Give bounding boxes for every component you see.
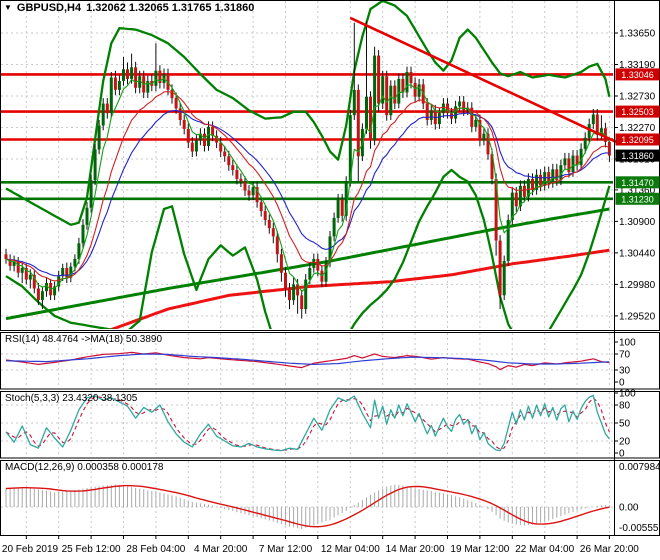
ohlc-readout: 1.32062 1.32065 1.31765 1.31860 [86, 1, 255, 14]
svg-text:30: 30 [619, 366, 631, 377]
grid [1, 1, 613, 534]
svg-text:-0.005555: -0.005555 [619, 523, 660, 534]
stoch-indicator-label: Stoch(5,3,3) 23.4320 38.1305 [5, 393, 138, 404]
svg-text:0: 0 [619, 378, 625, 389]
price-badges: 1.33046 1.32503 1.32095 1.31470 1.31230 1.318… [615, 68, 660, 205]
svg-text:1.29520: 1.29520 [619, 311, 656, 322]
time-axis[interactable]: 20 Feb 2019 25 Feb 12:00 28 Feb 04:00 4 Mar… [2, 535, 639, 556]
svg-text:1.29980: 1.29980 [619, 280, 656, 291]
svg-text:100: 100 [619, 389, 636, 400]
svg-text:70: 70 [619, 350, 631, 361]
svg-text:1.31860: 1.31860 [621, 151, 654, 161]
stoch-panel[interactable] [5, 394, 610, 452]
svg-text:1.33650: 1.33650 [619, 29, 656, 40]
svg-text:1.31360: 1.31360 [619, 185, 656, 196]
svg-text:0.007984: 0.007984 [619, 462, 660, 473]
svg-text:1.32503: 1.32503 [621, 107, 654, 117]
svg-text:0: 0 [619, 449, 625, 460]
svg-text:50: 50 [619, 419, 631, 430]
svg-text:1.30900: 1.30900 [619, 217, 656, 228]
svg-text:1.32270: 1.32270 [619, 123, 656, 134]
svg-text:25 Feb 12:00: 25 Feb 12:00 [62, 544, 121, 555]
svg-text:26 Mar 20:00: 26 Mar 20:00 [580, 544, 639, 555]
trendline [349, 16, 619, 144]
svg-text:4 Mar 20:00: 4 Mar 20:00 [194, 544, 248, 555]
svg-text:22 Mar 04:00: 22 Mar 04:00 [515, 544, 574, 555]
svg-text:80: 80 [619, 401, 631, 412]
svg-text:19 Mar 12:00: 19 Mar 12:00 [450, 544, 509, 555]
svg-text:100: 100 [619, 338, 636, 349]
symbol-dropdown-icon[interactable]: ▼ [4, 2, 12, 12]
svg-text:1.32095: 1.32095 [621, 135, 654, 145]
svg-text:1.33046: 1.33046 [621, 70, 654, 80]
symbol-period-label: GBPUSD,H4 [16, 1, 82, 14]
svg-text:20 Feb 2019: 20 Feb 2019 [2, 544, 59, 555]
svg-text:0.00: 0.00 [619, 503, 639, 514]
svg-text:28 Feb 04:00: 28 Feb 04:00 [126, 544, 185, 555]
main-chart-panel[interactable] [1, 1, 613, 370]
svg-text:1.31470: 1.31470 [621, 178, 654, 188]
svg-text:1.30440: 1.30440 [619, 248, 656, 259]
svg-text:1.33190: 1.33190 [619, 60, 656, 71]
svg-text:12 Mar 04:00: 12 Mar 04:00 [321, 544, 380, 555]
svg-text:1.32730: 1.32730 [619, 92, 656, 103]
svg-text:20: 20 [619, 437, 631, 448]
svg-text:14 Mar 20:00: 14 Mar 20:00 [386, 544, 445, 555]
svg-text:7 Mar 12:00: 7 Mar 12:00 [259, 544, 313, 555]
rsi-indicator-label: RSI(14) 48.4764 ->MA(18) 50.3890 [5, 334, 163, 345]
svg-text:1.31230: 1.31230 [621, 194, 654, 204]
rsi-panel[interactable] [5, 351, 610, 371]
macd-indicator-label: MACD(12,26,9) 0.000358 0.000178 [5, 462, 164, 473]
macd-panel[interactable] [5, 484, 610, 529]
chart-title-bar: ▼ GBPUSD,H4 1.32062 1.32065 1.31765 1.31… [4, 1, 254, 14]
